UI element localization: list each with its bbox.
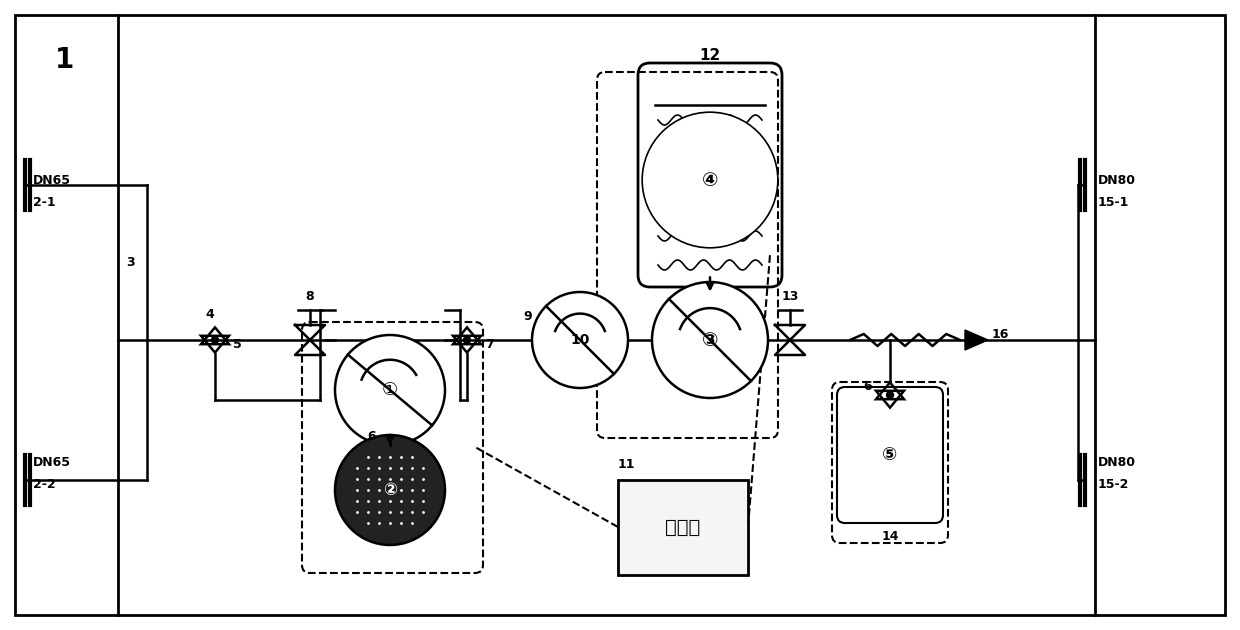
Circle shape (335, 335, 445, 445)
Text: 14: 14 (882, 530, 899, 544)
Polygon shape (965, 330, 988, 350)
Text: 6: 6 (864, 380, 872, 393)
Text: ③: ③ (702, 331, 718, 350)
FancyBboxPatch shape (639, 63, 782, 287)
Text: 9: 9 (523, 310, 532, 323)
Circle shape (887, 391, 894, 399)
Text: 16: 16 (992, 328, 1009, 341)
Text: 4: 4 (206, 308, 215, 321)
Text: ①: ① (382, 381, 398, 399)
Text: 6: 6 (368, 430, 376, 443)
Text: 2-2: 2-2 (33, 479, 56, 491)
Circle shape (212, 336, 218, 343)
Text: ④: ④ (702, 171, 718, 190)
Text: 控制柜: 控制柜 (666, 517, 701, 537)
Text: DN65: DN65 (33, 455, 71, 469)
Text: 8: 8 (306, 290, 314, 303)
Text: 3: 3 (126, 256, 135, 268)
Text: 5: 5 (233, 338, 242, 352)
Circle shape (464, 336, 470, 343)
Text: DN80: DN80 (1097, 173, 1136, 186)
Circle shape (335, 435, 445, 545)
Text: 15-2: 15-2 (1097, 479, 1130, 491)
Text: 10: 10 (570, 333, 590, 347)
Text: ⑤: ⑤ (883, 446, 898, 464)
Text: ②: ② (383, 481, 397, 499)
Text: DN65: DN65 (33, 173, 71, 186)
Text: 15-1: 15-1 (1097, 197, 1130, 210)
Text: DN80: DN80 (1097, 455, 1136, 469)
Text: 12: 12 (699, 47, 720, 62)
Text: 13: 13 (781, 290, 799, 303)
Circle shape (652, 282, 768, 398)
Text: 1: 1 (56, 46, 74, 74)
Circle shape (532, 292, 627, 388)
Text: 2-1: 2-1 (33, 197, 56, 210)
Polygon shape (618, 480, 748, 575)
FancyBboxPatch shape (837, 387, 942, 523)
Text: 7: 7 (485, 338, 494, 352)
Text: 11: 11 (618, 459, 635, 471)
